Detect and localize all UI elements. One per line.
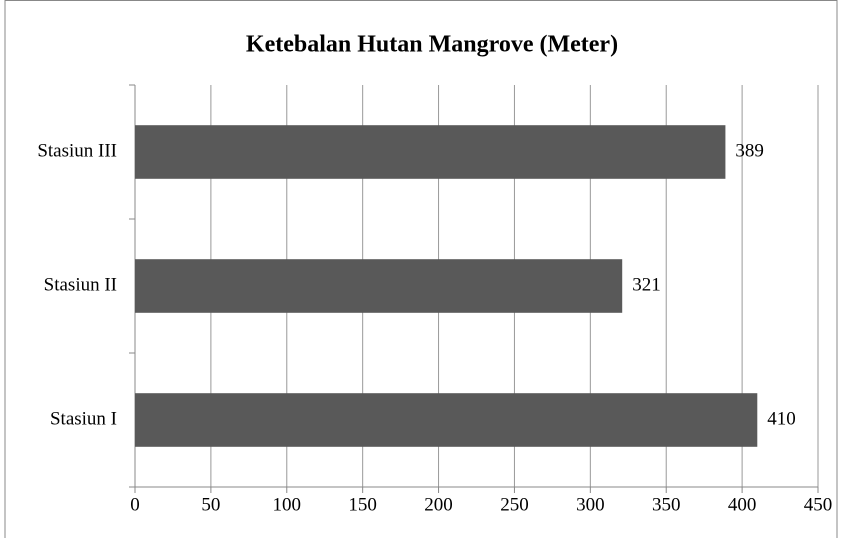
y-tick-label: Stasiun II <box>44 274 117 295</box>
y-tick-label: Stasiun III <box>37 140 117 161</box>
x-tick-label: 100 <box>273 494 302 515</box>
y-tick-label: Stasiun I <box>50 408 117 429</box>
x-tick-label: 0 <box>130 494 140 515</box>
x-tick-label: 150 <box>348 494 377 515</box>
x-tick-label: 50 <box>201 494 220 515</box>
bar <box>135 259 623 313</box>
value-label: 410 <box>767 408 796 429</box>
x-tick-label: 300 <box>576 494 605 515</box>
x-tick-label: 450 <box>804 494 833 515</box>
chart-title: Ketebalan Hutan Mangrove (Meter) <box>246 32 618 58</box>
value-label: 321 <box>632 274 661 295</box>
value-label: 389 <box>735 140 764 161</box>
bar <box>135 125 726 179</box>
x-tick-label: 250 <box>500 494 529 515</box>
x-tick-label: 200 <box>424 494 453 515</box>
x-tick-label: 400 <box>728 494 757 515</box>
x-tick-label: 350 <box>652 494 681 515</box>
bar <box>135 393 758 447</box>
